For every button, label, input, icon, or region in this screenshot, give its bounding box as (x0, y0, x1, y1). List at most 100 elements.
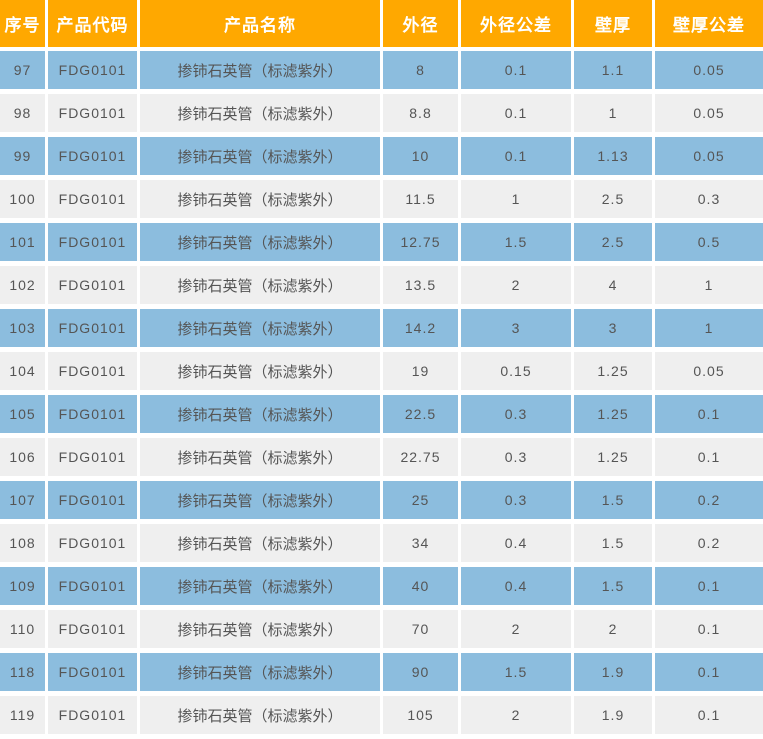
cell-wall-thickness: 4 (574, 266, 655, 309)
cell-wall-thickness: 3 (574, 309, 655, 352)
cell-wall-thickness-tolerance: 0.05 (655, 94, 763, 137)
cell-product-code: FDG0101 (48, 51, 140, 94)
cell-outer-diameter: 70 (383, 610, 461, 653)
cell-product-code: FDG0101 (48, 137, 140, 180)
cell-wall-thickness-tolerance: 0.3 (655, 180, 763, 223)
cell-wall-thickness-tolerance: 0.2 (655, 481, 763, 524)
table-row: 102 FDG0101 掺铈石英管（标滤紫外） 13.5 2 4 1 (0, 266, 763, 309)
column-header-wall-thickness: 壁厚 (574, 0, 655, 51)
table-row: 101 FDG0101 掺铈石英管（标滤紫外） 12.75 1.5 2.5 0.… (0, 223, 763, 266)
cell-outer-diameter-tolerance: 2 (461, 696, 574, 739)
cell-product-name: 掺铈石英管（标滤紫外） (140, 223, 383, 266)
cell-outer-diameter: 40 (383, 567, 461, 610)
cell-outer-diameter-tolerance: 0.3 (461, 395, 574, 438)
cell-wall-thickness-tolerance: 0.2 (655, 524, 763, 567)
cell-outer-diameter: 11.5 (383, 180, 461, 223)
cell-product-name: 掺铈石英管（标滤紫外） (140, 567, 383, 610)
cell-outer-diameter: 22.5 (383, 395, 461, 438)
cell-outer-diameter: 105 (383, 696, 461, 739)
cell-wall-thickness-tolerance: 0.1 (655, 395, 763, 438)
table-row: 106 FDG0101 掺铈石英管（标滤紫外） 22.75 0.3 1.25 0… (0, 438, 763, 481)
table-row: 110 FDG0101 掺铈石英管（标滤紫外） 70 2 2 0.1 (0, 610, 763, 653)
cell-wall-thickness: 1.25 (574, 395, 655, 438)
cell-outer-diameter-tolerance: 2 (461, 266, 574, 309)
cell-outer-diameter-tolerance: 0.1 (461, 137, 574, 180)
cell-serial: 119 (0, 696, 48, 739)
cell-outer-diameter: 34 (383, 524, 461, 567)
cell-outer-diameter: 8.8 (383, 94, 461, 137)
cell-product-name: 掺铈石英管（标滤紫外） (140, 696, 383, 739)
table-row: 104 FDG0101 掺铈石英管（标滤紫外） 19 0.15 1.25 0.0… (0, 352, 763, 395)
cell-wall-thickness: 1.25 (574, 438, 655, 481)
cell-wall-thickness-tolerance: 0.5 (655, 223, 763, 266)
cell-product-name: 掺铈石英管（标滤紫外） (140, 137, 383, 180)
cell-product-name: 掺铈石英管（标滤紫外） (140, 180, 383, 223)
table-row: 118 FDG0101 掺铈石英管（标滤紫外） 90 1.5 1.9 0.1 (0, 653, 763, 696)
cell-wall-thickness: 2.5 (574, 180, 655, 223)
cell-product-name: 掺铈石英管（标滤紫外） (140, 524, 383, 567)
cell-product-code: FDG0101 (48, 223, 140, 266)
cell-product-code: FDG0101 (48, 696, 140, 739)
cell-product-code: FDG0101 (48, 395, 140, 438)
cell-outer-diameter-tolerance: 0.1 (461, 51, 574, 94)
cell-serial: 99 (0, 137, 48, 180)
cell-outer-diameter: 8 (383, 51, 461, 94)
cell-serial: 102 (0, 266, 48, 309)
cell-outer-diameter-tolerance: 0.3 (461, 438, 574, 481)
cell-outer-diameter: 90 (383, 653, 461, 696)
cell-outer-diameter: 12.75 (383, 223, 461, 266)
cell-serial: 104 (0, 352, 48, 395)
cell-product-name: 掺铈石英管（标滤紫外） (140, 94, 383, 137)
cell-outer-diameter-tolerance: 0.4 (461, 524, 574, 567)
cell-serial: 103 (0, 309, 48, 352)
table-row: 109 FDG0101 掺铈石英管（标滤紫外） 40 0.4 1.5 0.1 (0, 567, 763, 610)
cell-wall-thickness: 1.1 (574, 51, 655, 94)
cell-wall-thickness-tolerance: 1 (655, 266, 763, 309)
column-header-product-name: 产品名称 (140, 0, 383, 51)
cell-product-code: FDG0101 (48, 524, 140, 567)
cell-product-name: 掺铈石英管（标滤紫外） (140, 395, 383, 438)
cell-wall-thickness: 1.9 (574, 696, 655, 739)
cell-product-name: 掺铈石英管（标滤紫外） (140, 51, 383, 94)
table-row: 107 FDG0101 掺铈石英管（标滤紫外） 25 0.3 1.5 0.2 (0, 481, 763, 524)
cell-serial: 110 (0, 610, 48, 653)
cell-serial: 107 (0, 481, 48, 524)
cell-serial: 108 (0, 524, 48, 567)
cell-wall-thickness-tolerance: 0.1 (655, 567, 763, 610)
cell-product-code: FDG0101 (48, 309, 140, 352)
cell-serial: 98 (0, 94, 48, 137)
cell-product-name: 掺铈石英管（标滤紫外） (140, 610, 383, 653)
cell-outer-diameter: 13.5 (383, 266, 461, 309)
table-row: 103 FDG0101 掺铈石英管（标滤紫外） 14.2 3 3 1 (0, 309, 763, 352)
cell-wall-thickness: 1.5 (574, 524, 655, 567)
table-header: 序号 产品代码 产品名称 外径 外径公差 壁厚 壁厚公差 (0, 0, 763, 51)
cell-serial: 100 (0, 180, 48, 223)
table-row: 99 FDG0101 掺铈石英管（标滤紫外） 10 0.1 1.13 0.05 (0, 137, 763, 180)
column-header-wall-thickness-tolerance: 壁厚公差 (655, 0, 763, 51)
cell-outer-diameter-tolerance: 0.3 (461, 481, 574, 524)
cell-wall-thickness: 1 (574, 94, 655, 137)
column-header-outer-diameter: 外径 (383, 0, 461, 51)
cell-outer-diameter-tolerance: 1.5 (461, 653, 574, 696)
cell-wall-thickness: 1.13 (574, 137, 655, 180)
cell-serial: 97 (0, 51, 48, 94)
cell-product-name: 掺铈石英管（标滤紫外） (140, 266, 383, 309)
column-header-product-code: 产品代码 (48, 0, 140, 51)
table-row: 105 FDG0101 掺铈石英管（标滤紫外） 22.5 0.3 1.25 0.… (0, 395, 763, 438)
cell-wall-thickness-tolerance: 0.1 (655, 438, 763, 481)
table-row: 108 FDG0101 掺铈石英管（标滤紫外） 34 0.4 1.5 0.2 (0, 524, 763, 567)
cell-product-code: FDG0101 (48, 481, 140, 524)
cell-outer-diameter-tolerance: 0.4 (461, 567, 574, 610)
cell-product-name: 掺铈石英管（标滤紫外） (140, 653, 383, 696)
cell-wall-thickness: 1.5 (574, 567, 655, 610)
cell-wall-thickness: 2.5 (574, 223, 655, 266)
table-body: 97 FDG0101 掺铈石英管（标滤紫外） 8 0.1 1.1 0.05 98… (0, 51, 763, 739)
cell-product-code: FDG0101 (48, 266, 140, 309)
table-row: 119 FDG0101 掺铈石英管（标滤紫外） 105 2 1.9 0.1 (0, 696, 763, 739)
cell-product-code: FDG0101 (48, 438, 140, 481)
cell-wall-thickness-tolerance: 1 (655, 309, 763, 352)
cell-wall-thickness-tolerance: 0.1 (655, 696, 763, 739)
cell-outer-diameter: 10 (383, 137, 461, 180)
cell-product-code: FDG0101 (48, 653, 140, 696)
cell-outer-diameter: 14.2 (383, 309, 461, 352)
